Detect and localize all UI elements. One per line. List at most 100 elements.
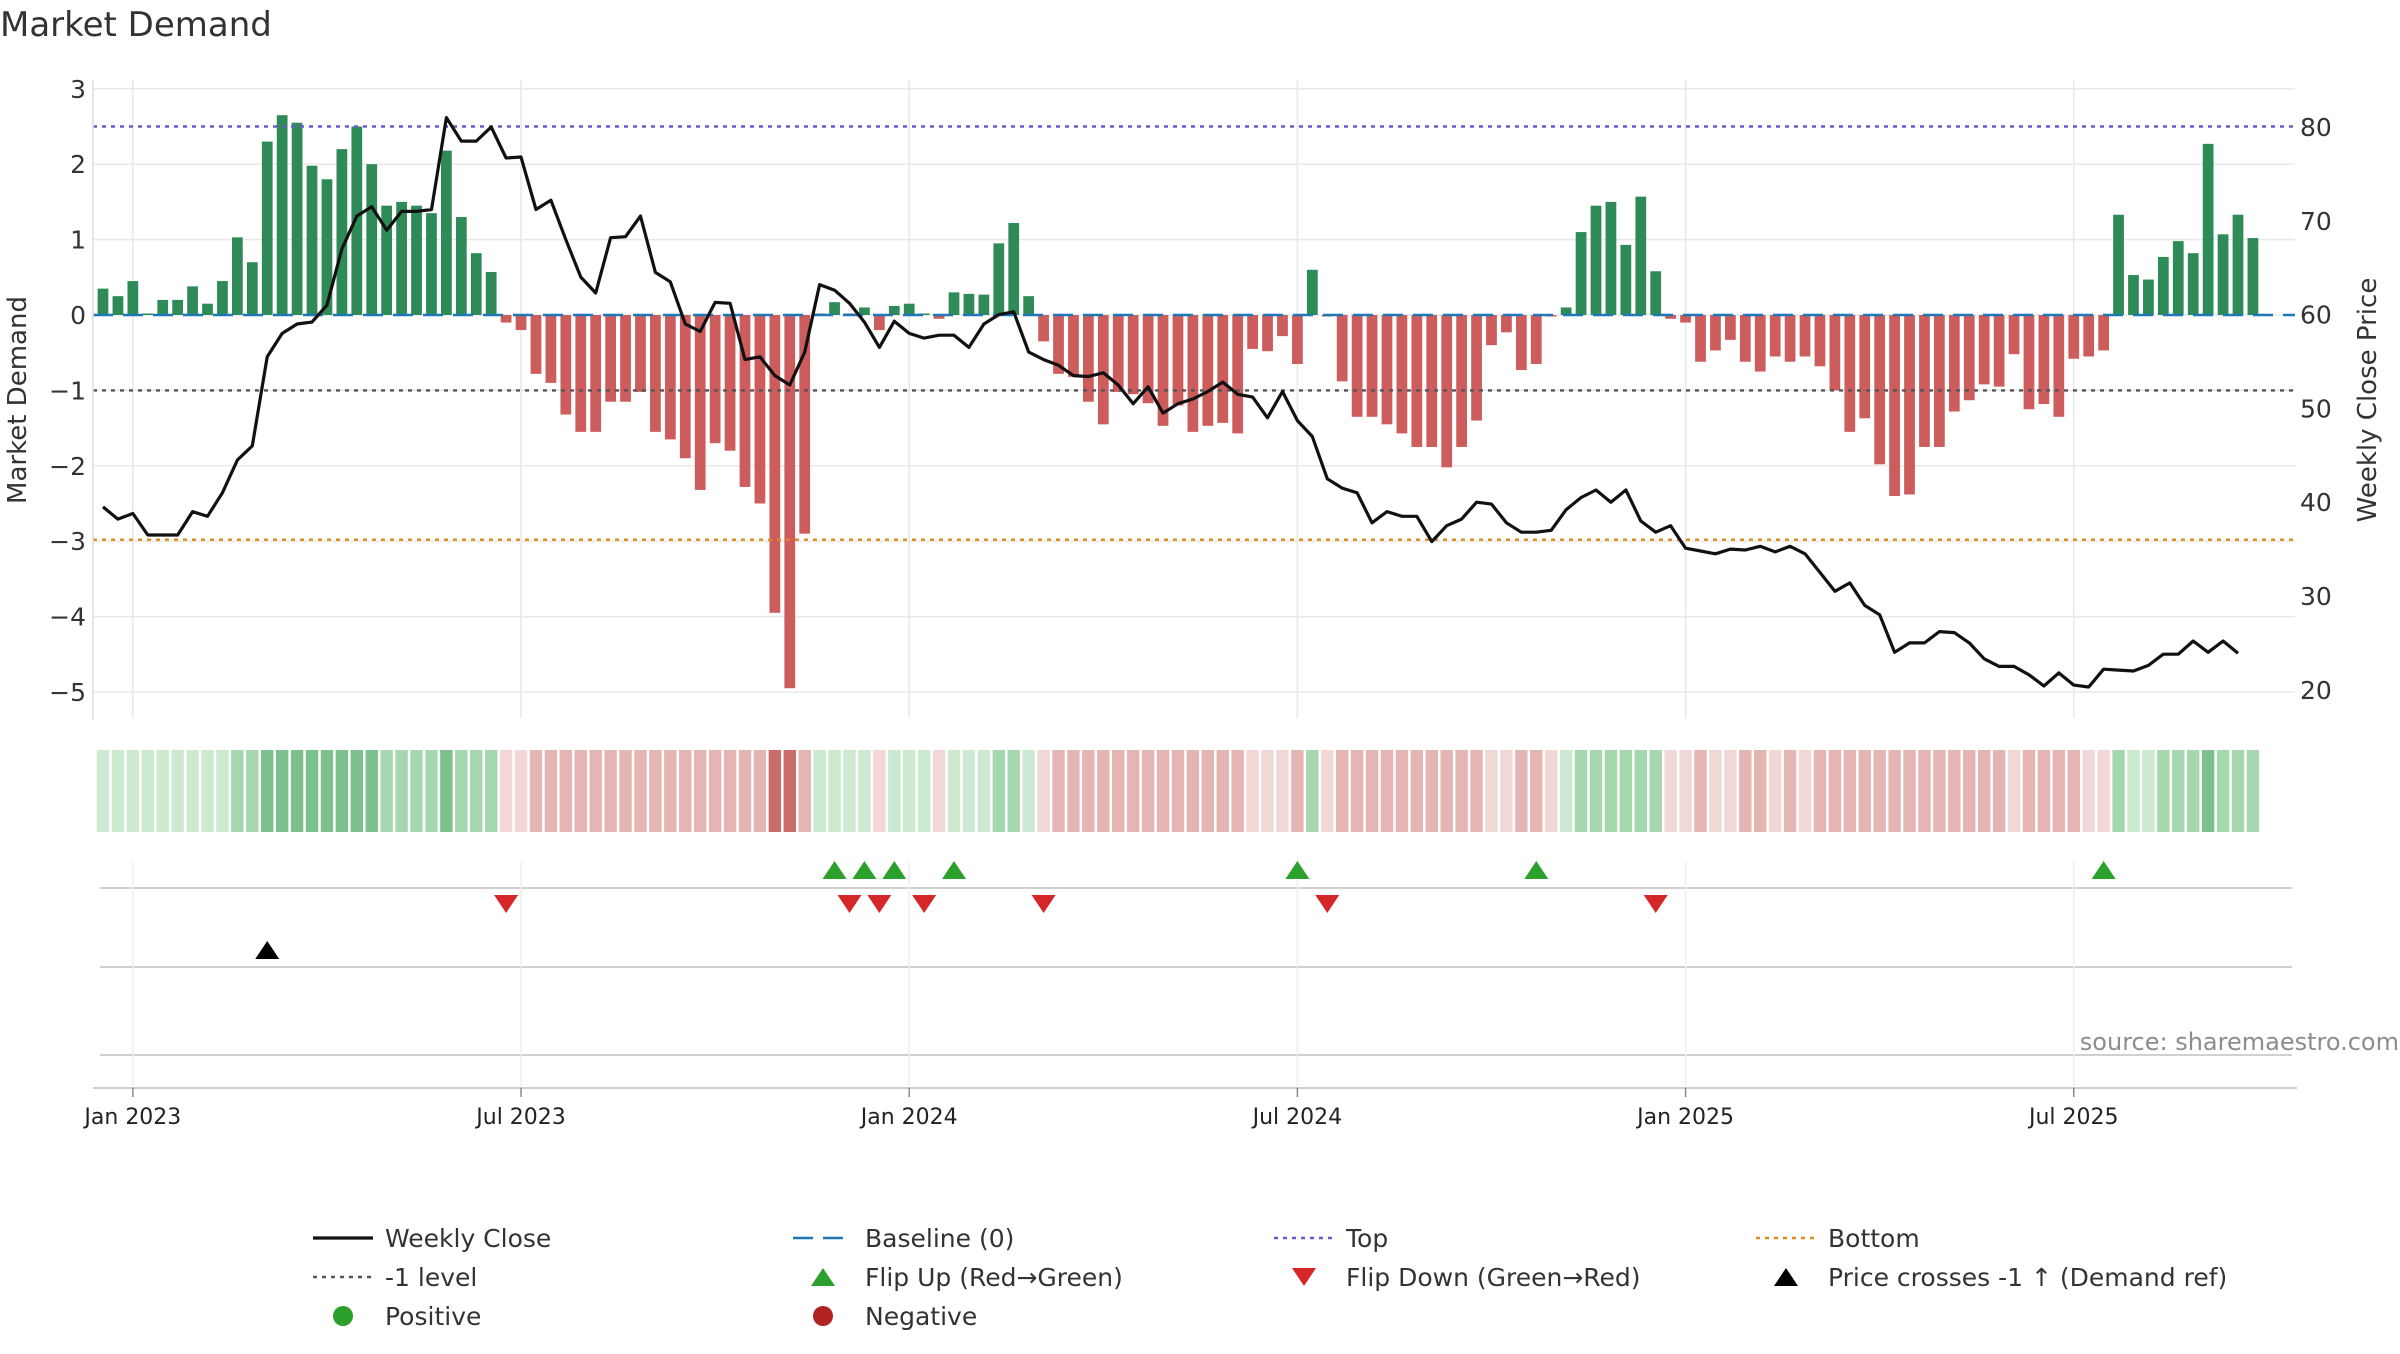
demand-bar: [903, 303, 915, 315]
heat-cell: [798, 750, 811, 832]
heat-cell: [1112, 750, 1125, 832]
demand-bar: [694, 315, 706, 490]
demand-bar: [1306, 269, 1318, 315]
y-tick-label: −5: [49, 678, 86, 707]
y-tick-label: −4: [49, 603, 86, 632]
heat-cell: [1977, 750, 1991, 832]
demand-bar: [1575, 232, 1587, 315]
heat-cell: [201, 750, 214, 832]
heat-cell: [1694, 750, 1707, 832]
demand-bar: [321, 179, 333, 315]
heat-cell: [1724, 750, 1737, 832]
heat-cell: [171, 750, 184, 832]
heat-cell: [1037, 750, 1050, 832]
heat-cell: [246, 750, 259, 832]
heat-cell: [1201, 750, 1215, 832]
demand-bar: [829, 302, 840, 315]
heat-cell: [2201, 750, 2215, 832]
demand-bar: [993, 243, 1005, 315]
heat-cell: [1067, 750, 1080, 832]
flip-down-marker: [494, 895, 519, 913]
heat-cell: [126, 750, 140, 832]
heat-cell: [1679, 750, 1692, 832]
y2-tick-label: 50: [2300, 394, 2332, 423]
heat-cell: [1798, 750, 1812, 832]
heat-cell: [1365, 750, 1379, 832]
heat-cell: [1231, 750, 1244, 832]
demand-bars: [97, 115, 2259, 689]
legend-label: Positive: [385, 1302, 481, 1331]
legend-label: Baseline (0): [865, 1224, 1014, 1253]
heat-cell: [2097, 750, 2110, 832]
demand-bar: [1590, 205, 1602, 315]
legend-label: Flip Up (Red→Green): [865, 1263, 1123, 1292]
demand-bar: [1814, 315, 1826, 367]
heat-cell: [1097, 750, 1110, 832]
heat-cell: [365, 750, 378, 832]
x-tick-label: Jan 2023: [82, 1105, 181, 1130]
x-tick-label: Jul 2023: [474, 1105, 566, 1130]
demand-bar: [2172, 241, 2184, 315]
demand-bar: [1993, 315, 2005, 387]
heat-cell: [1216, 750, 1229, 832]
heat-cell: [708, 750, 722, 832]
heat-cell: [1082, 750, 1095, 832]
demand-bar: [2217, 234, 2229, 315]
heat-cell: [1545, 750, 1558, 832]
heat-cell: [828, 750, 841, 832]
heat-cell: [2172, 750, 2185, 832]
heat-cell: [1828, 750, 1842, 832]
demand-bar: [411, 205, 422, 315]
legend-symbol: [813, 1306, 833, 1326]
heat-cell: [1052, 750, 1065, 832]
demand-bar: [2008, 315, 2020, 355]
legend-label: Negative: [865, 1302, 977, 1331]
demand-bar: [426, 213, 437, 315]
y-tick-label: 0: [70, 301, 86, 330]
flip-down-marker: [867, 895, 892, 913]
heat-cell: [1873, 750, 1886, 832]
demand-bar: [1142, 315, 1154, 404]
heat-cell: [1574, 750, 1588, 832]
heat-cell: [574, 750, 587, 832]
demand-bar: [381, 205, 393, 315]
weekly-close-series: [101, 115, 2240, 689]
flip-down-marker: [1643, 895, 1668, 913]
demand-bar: [470, 253, 482, 315]
y-tick-label: −2: [49, 452, 86, 481]
heat-cell: [1485, 750, 1498, 832]
demand-bar: [1112, 315, 1124, 392]
flip-up-marker: [2091, 861, 2116, 879]
heat-cell: [1350, 750, 1364, 832]
demand-bar: [1560, 307, 1572, 315]
demand-bar: [441, 150, 452, 315]
heat-cell: [470, 750, 483, 832]
legend-label: -1 level: [385, 1263, 477, 1292]
demand-bar: [1889, 315, 1900, 496]
demand-bar: [1456, 315, 1468, 447]
demand-bar: [709, 315, 721, 444]
flip-down-marker: [837, 895, 862, 913]
heat-cell: [738, 750, 752, 832]
demand-bar: [2202, 143, 2214, 315]
flip-up-marker: [882, 861, 907, 879]
heat-cell: [1470, 750, 1483, 832]
heat-cell: [1425, 750, 1438, 832]
demand-bar: [1635, 196, 1647, 315]
heat-cell: [395, 750, 408, 832]
heat-cell: [947, 750, 961, 832]
heat-cell: [305, 750, 319, 832]
demand-bar: [590, 315, 602, 432]
heat-cell: [783, 750, 796, 832]
demand-bar: [1829, 315, 1841, 391]
heat-cell: [723, 750, 737, 832]
demand-bar: [246, 262, 258, 315]
demand-bar: [366, 164, 378, 315]
y2-tick-label: 30: [2300, 582, 2332, 611]
demand-bar: [172, 299, 184, 315]
heat-cell: [96, 750, 110, 832]
legend-symbol: [1292, 1268, 1316, 1286]
heat-cell: [2246, 750, 2260, 832]
x-tick-label: Jul 2025: [2027, 1105, 2119, 1130]
demand-bar: [1277, 315, 1288, 337]
